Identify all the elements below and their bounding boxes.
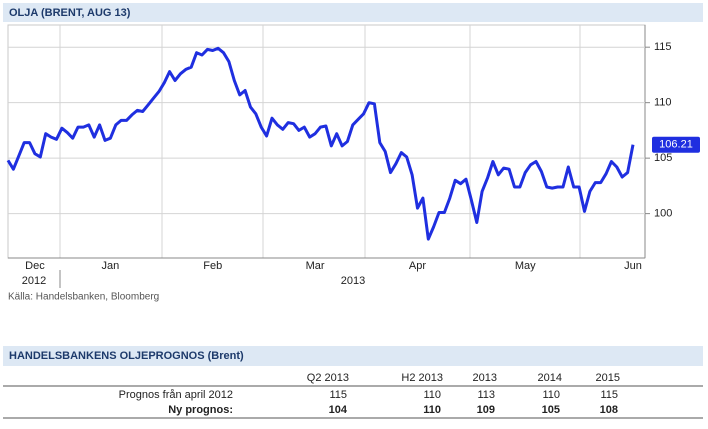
year-label: 2012 xyxy=(22,275,46,287)
row-label: Ny prognos: xyxy=(168,404,233,416)
x-tick-label: Dec xyxy=(25,260,45,272)
table-cell: 110 xyxy=(423,389,441,401)
x-tick-label: Feb xyxy=(203,260,222,272)
chart-title: OLJA (BRENT, AUG 13) xyxy=(9,7,131,19)
column-header: H2 2013 xyxy=(401,372,443,384)
y-tick-label: 110 xyxy=(654,97,672,109)
x-tick-label: Jan xyxy=(101,260,119,272)
table-cell: 104 xyxy=(329,404,348,416)
column-header: 2013 xyxy=(473,372,497,384)
price-line xyxy=(8,48,633,239)
x-tick-label: Jun xyxy=(624,260,642,272)
row-label: Prognos från april 2012 xyxy=(119,389,233,401)
column-header: 2014 xyxy=(538,372,562,384)
table-cell: 108 xyxy=(600,404,618,416)
table-cell: 115 xyxy=(600,389,618,401)
table-cell: 105 xyxy=(542,404,560,416)
source: Källa: Handelsbanken, Bloomberg xyxy=(8,292,159,303)
y-tick-label: 100 xyxy=(654,208,672,220)
x-tick-label: Mar xyxy=(306,260,325,272)
last-value-label: 106.21 xyxy=(659,139,693,151)
column-header: 2015 xyxy=(596,372,620,384)
y-tick-label: 115 xyxy=(654,41,672,53)
plot-frame xyxy=(8,25,645,258)
table-cell: 110 xyxy=(423,404,441,416)
table-title: HANDELSBANKENS OLJEPROGNOS (Brent) xyxy=(9,350,244,362)
x-tick-label: May xyxy=(515,260,536,272)
table-cell: 113 xyxy=(477,389,495,401)
year-label: 2013 xyxy=(341,275,365,287)
month-separators xyxy=(60,25,580,258)
table-cell: 115 xyxy=(329,389,347,401)
table-cell: 110 xyxy=(542,389,560,401)
page: OLJA (BRENT, AUG 13) 2012 2013 Källa: Ha… xyxy=(0,0,708,429)
y-tick-label: 105 xyxy=(654,152,672,164)
column-header: Q2 2013 xyxy=(307,372,349,384)
table-cell: 109 xyxy=(477,404,495,416)
x-tick-label: Apr xyxy=(409,260,426,272)
